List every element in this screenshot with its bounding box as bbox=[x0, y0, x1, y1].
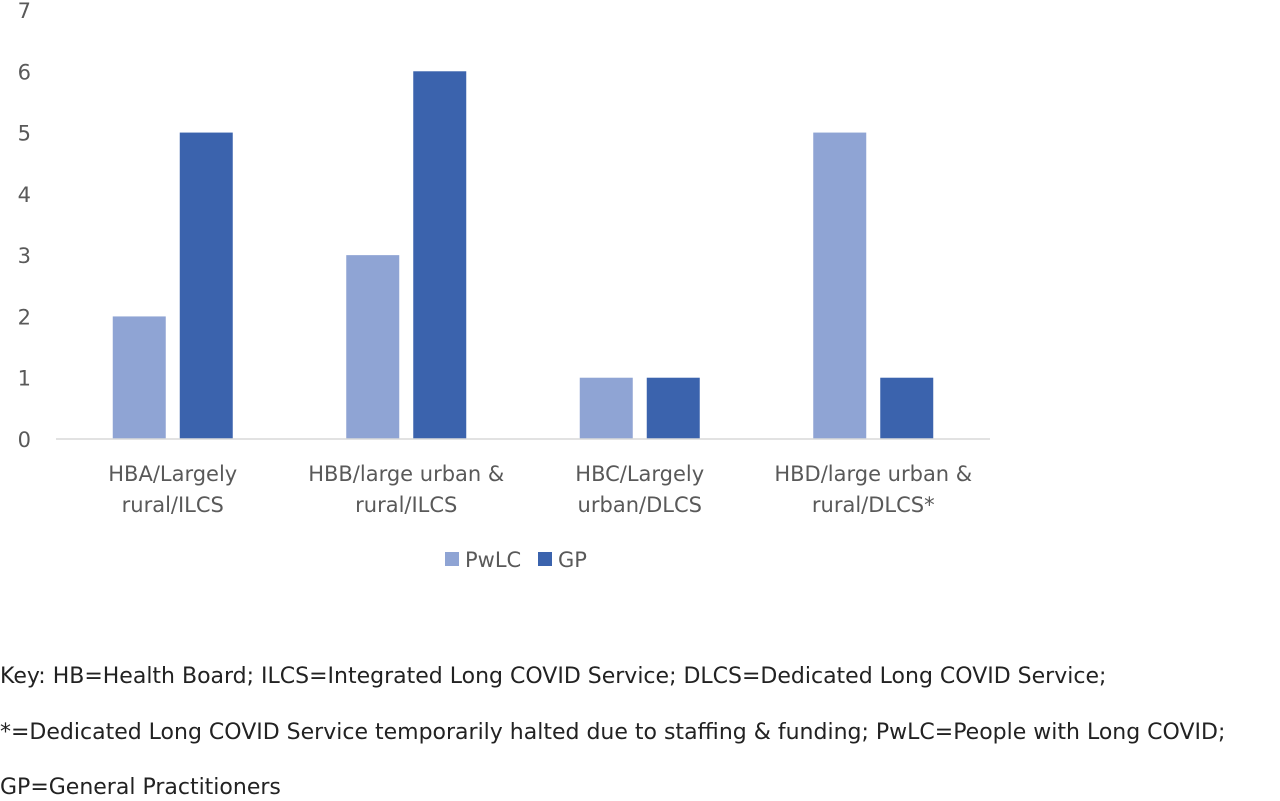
x-axis: HBA/Largely rural/ILCS HBB/large urban & ru… bbox=[108, 462, 972, 517]
bar-gp bbox=[646, 377, 700, 439]
y-tick-label: 5 bbox=[18, 122, 31, 146]
legend-swatch-gp bbox=[538, 552, 552, 566]
key-line-2: *=Dedicated Long COVID Service temporari… bbox=[0, 720, 1226, 745]
legend-label-pwlc: PwLC bbox=[465, 548, 521, 572]
y-tick-label: 1 bbox=[18, 367, 31, 391]
bar-pwlc bbox=[579, 377, 633, 439]
key-line-3: GP=General Practitioners bbox=[0, 775, 281, 800]
bar-gp bbox=[880, 377, 934, 439]
key-line-1: Key: HB=Health Board; ILCS=Integrated Lo… bbox=[0, 664, 1107, 689]
x-tick-label: HBC/Largely urban/DLCS bbox=[575, 462, 704, 517]
x-tick-label: HBB/large urban & rural/ILCS bbox=[308, 462, 504, 517]
y-tick-label: 3 bbox=[18, 244, 31, 268]
y-tick-label: 4 bbox=[18, 183, 31, 207]
bar-pwlc bbox=[346, 255, 400, 439]
legend: PwLC GP bbox=[445, 548, 587, 572]
y-axis: 0 1 2 3 4 5 6 7 bbox=[18, 0, 31, 452]
y-tick-label: 0 bbox=[18, 428, 31, 452]
bar-pwlc bbox=[112, 316, 166, 439]
y-tick-label: 6 bbox=[18, 60, 31, 84]
bar-pwlc bbox=[813, 132, 867, 440]
x-tick-label: HBD/large urban & rural/DLCS* bbox=[774, 462, 972, 517]
y-tick-label: 7 bbox=[18, 0, 31, 23]
legend-swatch-pwlc bbox=[445, 552, 459, 566]
bars bbox=[112, 71, 934, 440]
x-tick-label: HBA/Largely rural/ILCS bbox=[108, 462, 237, 517]
bar-gp bbox=[413, 71, 467, 440]
bar-gp bbox=[179, 132, 233, 440]
legend-label-gp: GP bbox=[558, 548, 587, 572]
y-tick-label: 2 bbox=[18, 305, 31, 329]
bar-chart: 0 1 2 3 4 5 6 7 HBA/Largely rural/ILCS HBB/large … bbox=[18, 0, 990, 572]
